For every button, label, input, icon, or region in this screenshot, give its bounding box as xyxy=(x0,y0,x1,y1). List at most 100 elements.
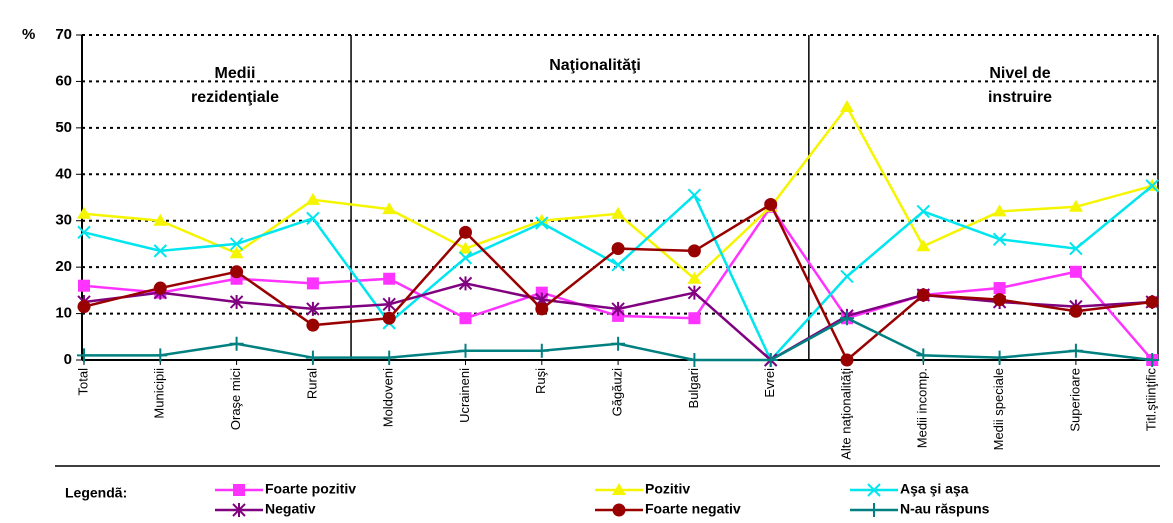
point xyxy=(306,277,319,290)
point xyxy=(305,192,320,205)
y-tick-label: 10 xyxy=(55,305,72,322)
point xyxy=(916,348,931,363)
point xyxy=(687,285,702,300)
legend-label: Aşa şi aşa xyxy=(900,481,969,497)
point xyxy=(230,265,244,279)
point xyxy=(78,279,90,292)
point xyxy=(232,503,246,517)
legend-title: Legendã: xyxy=(65,485,127,501)
point xyxy=(916,288,930,302)
point xyxy=(306,301,320,316)
point xyxy=(1145,295,1159,309)
point xyxy=(1145,353,1160,367)
point xyxy=(458,251,473,265)
point xyxy=(993,282,1006,295)
point xyxy=(1069,265,1082,278)
point xyxy=(992,204,1007,217)
legend-label: Negativ xyxy=(265,501,316,517)
legend-item: Negativ xyxy=(215,501,316,517)
point xyxy=(840,353,854,367)
point xyxy=(992,350,1007,365)
y-tick-label: 70 xyxy=(55,26,72,43)
point xyxy=(535,216,549,230)
y-tick-label: 60 xyxy=(55,72,72,89)
legend-label: Foarte negativ xyxy=(645,501,741,517)
point xyxy=(382,311,396,325)
section-label: Naţionalităţi xyxy=(549,57,641,74)
point xyxy=(867,503,881,517)
y-tick-label: 0 xyxy=(64,351,72,368)
x-tick-label: Superioare xyxy=(1067,368,1082,432)
point xyxy=(153,348,168,363)
legend-item: Foarte negativ xyxy=(595,501,741,517)
x-tick-label: Ucraineni xyxy=(457,368,472,423)
y-tick-label: 20 xyxy=(55,258,72,275)
section-label: rezidenţiale xyxy=(191,89,279,106)
x-tick-label: Rural xyxy=(304,368,319,399)
x-tick-label: Oraşe mici xyxy=(228,368,243,430)
point xyxy=(77,300,91,314)
point xyxy=(229,294,244,309)
point xyxy=(229,246,244,259)
series xyxy=(77,311,1160,367)
legend-label: N-au răspuns xyxy=(900,501,990,517)
point xyxy=(687,271,702,284)
point xyxy=(1069,241,1083,256)
point xyxy=(764,197,778,211)
x-tick-label: Moldoveni xyxy=(381,368,396,427)
point xyxy=(840,99,854,112)
point xyxy=(458,276,473,291)
point xyxy=(611,336,626,351)
point xyxy=(1068,199,1083,212)
point xyxy=(306,211,320,226)
point xyxy=(382,297,396,312)
point xyxy=(77,206,91,219)
legend-item: Pozitiv xyxy=(595,481,690,497)
point xyxy=(763,353,778,367)
point xyxy=(306,318,320,332)
section-label: Nivel de xyxy=(989,65,1050,82)
point xyxy=(534,213,549,226)
series xyxy=(77,99,1160,284)
point xyxy=(458,343,473,358)
legend-item: Foarte pozitiv xyxy=(215,481,356,497)
point xyxy=(233,484,245,496)
point xyxy=(867,483,881,497)
point xyxy=(840,311,854,326)
point xyxy=(688,312,701,325)
series-line xyxy=(83,202,1153,362)
x-tick-label: Municipii xyxy=(152,368,167,419)
y-tick-label: 50 xyxy=(55,119,72,136)
legend-label: Pozitiv xyxy=(645,481,690,497)
section-label: instruire xyxy=(988,89,1052,106)
x-tick-label: Medii incomp. xyxy=(915,368,930,448)
x-tick-label: Total xyxy=(75,368,90,396)
point xyxy=(611,206,626,219)
point xyxy=(153,244,168,258)
point xyxy=(77,225,91,240)
x-tick-label: Titl.ştiinţific xyxy=(1144,368,1159,432)
point xyxy=(229,237,244,251)
point xyxy=(1068,343,1083,358)
point xyxy=(992,232,1007,246)
point xyxy=(459,312,472,325)
x-tick-label: Bulgari xyxy=(686,368,701,409)
point xyxy=(382,350,397,365)
point xyxy=(534,343,549,358)
point xyxy=(611,242,625,256)
legend-item: Aşa şi aşa xyxy=(850,481,969,497)
point xyxy=(458,241,473,254)
point xyxy=(535,302,549,316)
point xyxy=(305,350,320,365)
point xyxy=(383,272,396,285)
point xyxy=(1069,304,1083,318)
section-label: Medii xyxy=(215,65,256,82)
point xyxy=(1145,179,1159,193)
point xyxy=(229,336,244,351)
point xyxy=(687,188,702,202)
x-tick-label: Găgăuzi xyxy=(610,368,625,417)
x-tick-label: Evrei xyxy=(762,368,777,398)
point xyxy=(916,204,931,219)
point xyxy=(382,202,397,215)
y-tick-label: 40 xyxy=(55,165,72,182)
